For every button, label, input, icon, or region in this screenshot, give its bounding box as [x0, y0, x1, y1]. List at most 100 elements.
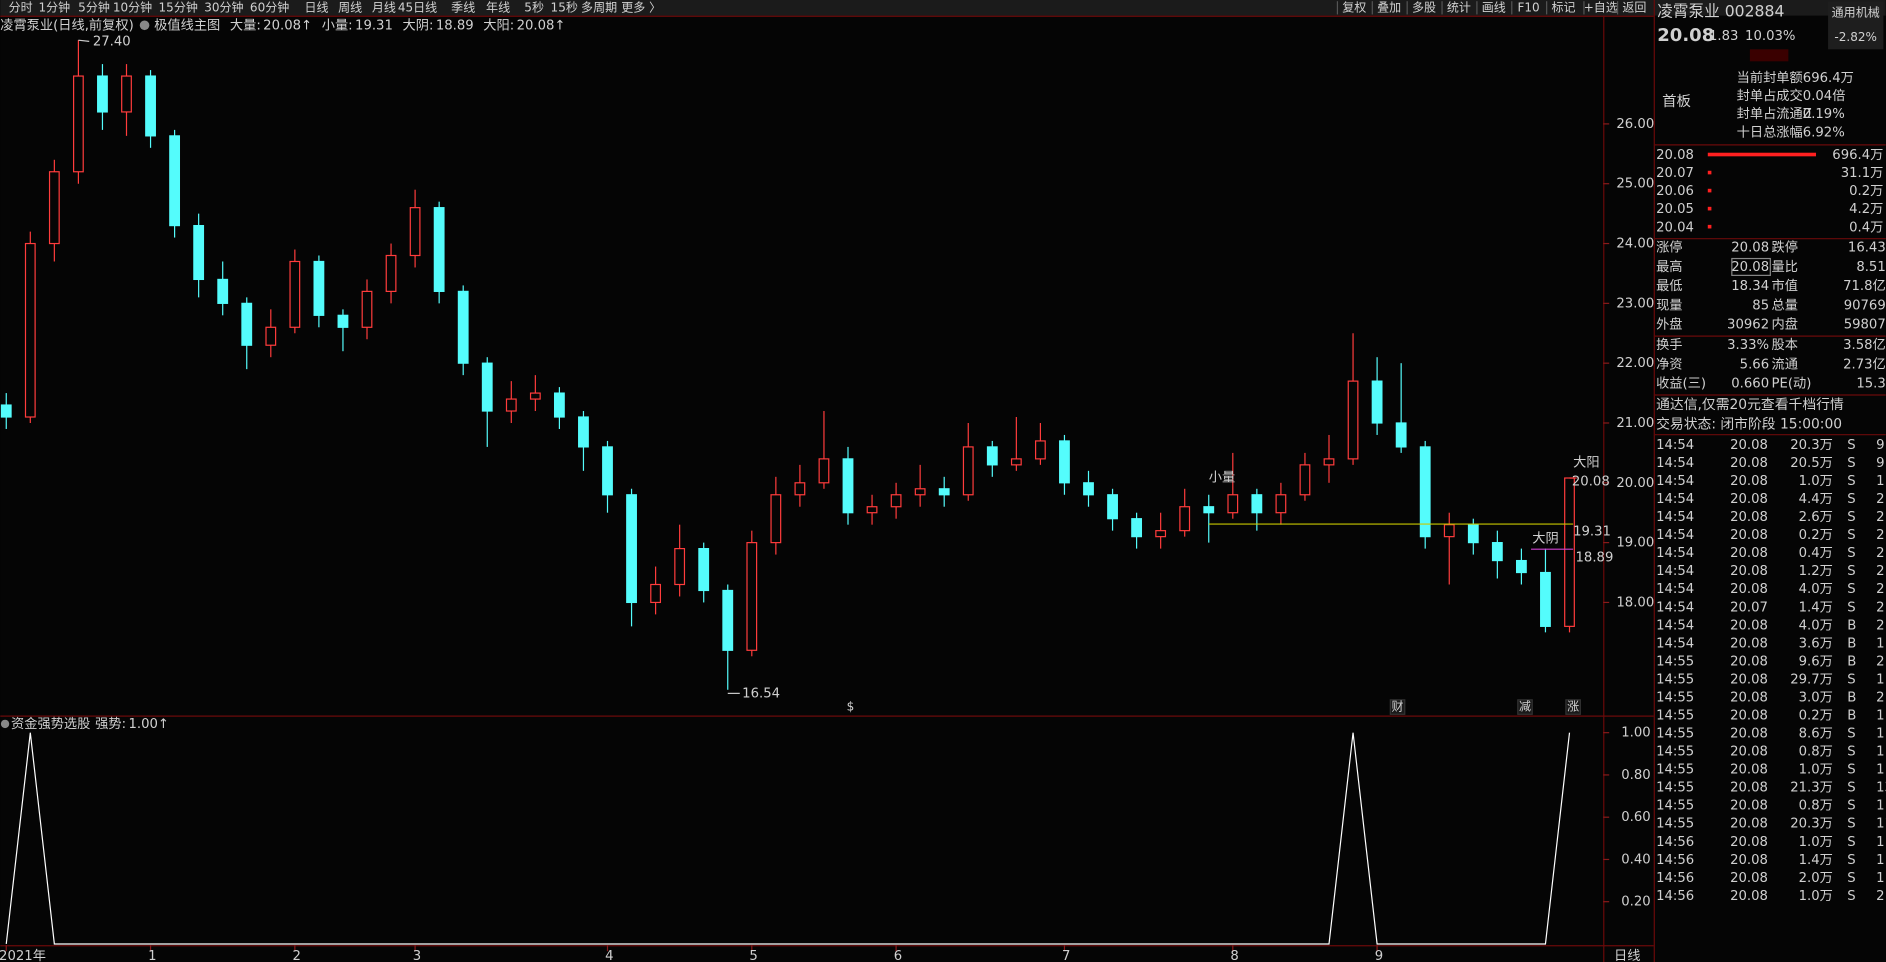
trade-status: 交易状态: 闭市阶段 15:00:00: [1656, 415, 1842, 432]
bid-volume: 4.2万: [1849, 202, 1883, 217]
stat-value: 18.34: [1731, 279, 1769, 294]
bid-volume: 696.4万: [1832, 148, 1883, 163]
trade-volume: 1.0万: [1799, 474, 1833, 489]
toolbar-item: 季线: [451, 0, 475, 14]
candle-body: [24, 242, 36, 418]
trade-volume: 0.2万: [1799, 708, 1833, 723]
y-tick-label: 24.00: [1616, 237, 1654, 252]
bid-bar: [1707, 224, 1712, 229]
stat-label: 净资: [1656, 356, 1682, 372]
trade-side: S: [1847, 600, 1855, 615]
trade-volume: 20.5万: [1790, 456, 1833, 471]
y-tick-label: 18.00: [1616, 595, 1654, 610]
event-marker: 涨: [1567, 699, 1579, 714]
trade-time: 14:56: [1656, 853, 1694, 868]
board: 首板: [1662, 93, 1691, 110]
candle-body: [505, 398, 517, 412]
trade-price: 20.08: [1730, 781, 1768, 796]
toggle-icon[interactable]: [0, 719, 10, 729]
stat-value: 59807: [1844, 318, 1886, 333]
candle-body: [553, 392, 565, 418]
trade-volume: 0.2万: [1799, 528, 1833, 543]
annotation-arrow: [78, 39, 90, 42]
candle-body: [1179, 506, 1191, 532]
stat-value: 0.660: [1731, 377, 1769, 392]
event-box[interactable]: [1389, 699, 1406, 715]
trade-count: 1: [1876, 871, 1884, 886]
trade-side: S: [1847, 492, 1855, 507]
toolbar-item: 月线: [372, 0, 396, 14]
trade-time: 14:54: [1656, 636, 1694, 651]
legend-label: 小量:: [322, 17, 353, 33]
trade-side: S: [1847, 799, 1855, 814]
trade-volume: 1.4万: [1799, 600, 1833, 615]
candle-body: [1515, 559, 1527, 574]
candle-body: [1010, 458, 1022, 466]
trade-price: 20.08: [1730, 745, 1768, 760]
candle-body: [1371, 380, 1383, 424]
x-unit: 日线: [1614, 948, 1640, 962]
x-tick-label: 4: [605, 949, 613, 962]
event-box[interactable]: [1565, 699, 1581, 715]
y-tick-label: 1.00: [1621, 726, 1650, 741]
toolbar-item: 30分钟: [204, 0, 243, 14]
toolbar-item: 叠加: [1377, 0, 1401, 14]
trade-time: 14:54: [1656, 582, 1694, 597]
stat-value: 8.51: [1856, 260, 1885, 275]
trade-volume: 1.0万: [1799, 835, 1833, 850]
trade-side: S: [1847, 763, 1855, 778]
trade-side: S: [1847, 745, 1855, 760]
event-marker: 减: [1519, 700, 1531, 714]
seal-label: 封单占成交: [1737, 87, 1803, 104]
trade-side: S: [1847, 564, 1855, 579]
stat-value: 20.08: [1731, 260, 1769, 275]
stat-label: 市值: [1772, 277, 1798, 294]
trade-count: 1: [1876, 799, 1884, 814]
trade-count: 2: [1876, 564, 1884, 579]
stat-label: 最低: [1656, 278, 1682, 294]
toolbar-item: 更多 〉: [621, 0, 661, 14]
trade-count: 1: [1876, 835, 1884, 850]
candle-body: [1275, 494, 1287, 514]
trade-time: 14:54: [1656, 564, 1694, 579]
trade-price: 20.08: [1730, 636, 1768, 651]
candle-body: [289, 260, 301, 328]
chart-title: 凌霄泵业(日线,前复权): [0, 16, 133, 33]
trade-volume: 4.0万: [1799, 582, 1833, 597]
y-tick-label: 0.60: [1621, 810, 1650, 825]
trade-count: 2: [1876, 546, 1884, 561]
candle-body: [578, 416, 589, 448]
candle-body: [698, 547, 710, 592]
x-tick-label: 5: [749, 949, 757, 962]
trade-time: 14:55: [1656, 727, 1694, 742]
toggle-icon[interactable]: [139, 20, 150, 31]
trade-side: B: [1847, 708, 1856, 723]
toolbar-item: 5秒: [524, 0, 544, 14]
trade-count: 2: [1876, 690, 1884, 705]
candle-body: [385, 254, 397, 292]
candle-body: [529, 392, 541, 400]
toolbar-item: 标记: [1551, 0, 1575, 14]
y-tick-label: 23.00: [1616, 296, 1654, 311]
bid-volume: 0.2万: [1849, 184, 1883, 199]
trade-volume: 3.6万: [1799, 636, 1833, 651]
x-tick-label: 2: [292, 949, 300, 962]
trade-count: 1: [1876, 474, 1884, 489]
sector-box[interactable]: [1828, 1, 1884, 50]
trade-volume: 4.0万: [1799, 618, 1833, 633]
event-box[interactable]: [1517, 699, 1533, 715]
trade-time: 14:55: [1656, 781, 1694, 796]
toolbar-item: 返回: [1622, 0, 1646, 14]
trade-side: S: [1847, 546, 1855, 561]
candle-body: [890, 494, 902, 508]
trade-time: 14:56: [1656, 871, 1694, 886]
collapse-button[interactable]: [1749, 49, 1789, 62]
trade-count: 2: [1876, 654, 1884, 669]
trade-price: 20.08: [1730, 853, 1768, 868]
candle-body: [1540, 571, 1551, 627]
candle-body: [48, 171, 60, 245]
bid-bar: [1707, 170, 1712, 175]
toolbar-item: 多股: [1412, 0, 1436, 14]
trade-side: S: [1847, 582, 1855, 597]
